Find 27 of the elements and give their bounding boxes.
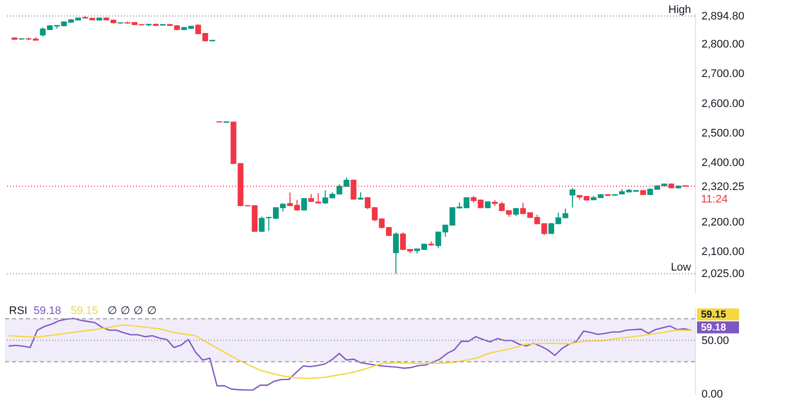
y-tick-label: 0.00 <box>702 388 723 400</box>
y-tick-label: 2,500.00 <box>702 128 744 140</box>
y-tick-label: 2,400.00 <box>702 157 744 170</box>
y-tick-label: 2,800.00 <box>702 38 744 51</box>
y-tick-label: 2,025.00 <box>702 268 744 280</box>
y-tick-label: 2,894.80 <box>702 10 744 23</box>
annotation: ∅ ∅ ∅ ∅ <box>108 305 157 317</box>
ref-line-label: Low <box>670 262 692 274</box>
text: 59.18 <box>34 305 62 317</box>
y-tick-label: 2,320.25 <box>702 180 744 193</box>
candlestick <box>570 188 576 208</box>
data-label: 59.15 <box>701 309 726 320</box>
chart-title: RSI <box>9 305 28 317</box>
ref-line-label: High <box>668 4 691 16</box>
candlestick <box>393 232 399 274</box>
y-tick-label: 2,200.00 <box>702 216 744 228</box>
y-tick-label: 2,100.00 <box>702 246 744 258</box>
text: 11:24 <box>701 193 728 206</box>
candlestick <box>258 216 265 232</box>
candlestick <box>301 198 307 212</box>
text: 59.15 <box>70 305 98 317</box>
data-label: 59.18 <box>701 322 726 334</box>
y-tick-label: 2,700.00 <box>702 68 744 80</box>
y-tick-label: 2,600.00 <box>702 98 744 110</box>
y-tick-label: 50.00 <box>702 334 730 347</box>
line-series <box>8 318 692 391</box>
line-series <box>8 324 692 380</box>
